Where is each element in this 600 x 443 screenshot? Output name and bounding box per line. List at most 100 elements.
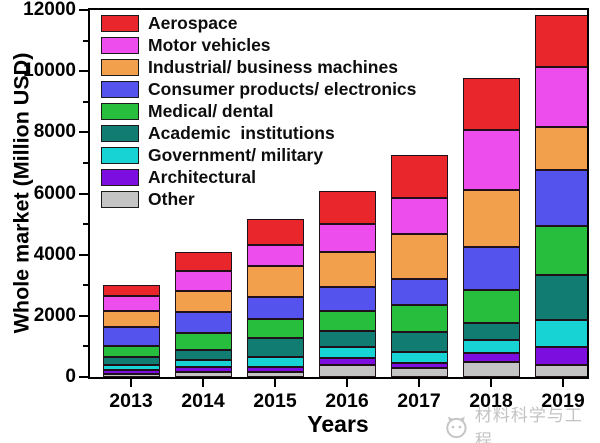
segment-architectural-2018 (462, 352, 520, 362)
segment-academic-institutions-2019 (534, 274, 587, 321)
segment-consumer-products-electronics-2019 (534, 170, 587, 226)
legend-swatch-architectural (101, 168, 139, 186)
segment-government-military-2016 (318, 346, 376, 358)
x-tick-label-2019: 2019 (541, 390, 585, 412)
y-minor-tick-1000 (83, 345, 88, 348)
segment-academic-institutions-2017 (390, 331, 448, 352)
segment-architectural-2016 (318, 357, 376, 365)
segment-aerospace-2014 (174, 252, 232, 272)
segment-other-2018 (462, 361, 520, 377)
legend-label-academic-institutions: Academic institutions (148, 123, 335, 143)
y-major-tick-8000 (79, 131, 88, 134)
y-major-tick-10000 (79, 70, 88, 73)
legend-item-medical-dental: Medical/ dental (101, 100, 416, 122)
bar-2019 (534, 15, 587, 377)
segment-architectural-2019 (534, 347, 587, 366)
segment-consumer-products-electronics-2018 (462, 247, 520, 290)
legend-swatch-government-military (101, 146, 139, 164)
plot-area: Aerospace Motor vehicles Industrial/ busin… (88, 8, 589, 379)
segment-industrial-business-machines-2016 (318, 251, 376, 287)
segment-industrial-business-machines-2014 (174, 291, 232, 313)
segment-other-2017 (390, 368, 448, 377)
legend-swatch-medical-dental (101, 102, 139, 120)
y-minor-tick-9000 (83, 100, 88, 103)
segment-motor-vehicles-2016 (318, 224, 376, 252)
segment-motor-vehicles-2014 (174, 271, 232, 292)
segment-consumer-products-electronics-2014 (174, 312, 232, 334)
segment-medical-dental-2018 (462, 289, 520, 324)
segment-industrial-business-machines-2019 (534, 126, 587, 171)
segment-motor-vehicles-2013 (102, 296, 160, 312)
legend-swatch-aerospace (101, 14, 139, 32)
segment-academic-institutions-2013 (102, 357, 160, 365)
segment-aerospace-2018 (462, 78, 520, 130)
segment-aerospace-2016 (318, 191, 376, 225)
segment-motor-vehicles-2019 (534, 67, 587, 127)
x-tick-label-2015: 2015 (253, 390, 297, 412)
segment-medical-dental-2013 (102, 346, 160, 358)
y-tick-label-12000: 12000 (23, 0, 76, 20)
segment-other-2019 (534, 365, 587, 377)
legend-item-aerospace: Aerospace (101, 12, 416, 34)
x-tick-label-2014: 2014 (181, 390, 225, 412)
legend-item-other: Other (101, 188, 416, 210)
segment-other-2013 (102, 373, 160, 377)
x-tick-label-2013: 2013 (109, 390, 153, 412)
bar-2015 (246, 218, 304, 377)
x-tick-2019 (562, 379, 564, 387)
segment-academic-institutions-2014 (174, 349, 232, 361)
y-minor-tick-11000 (83, 39, 88, 42)
legend-label-aerospace: Aerospace (148, 13, 238, 33)
legend-label-industrial-business-machines: Industrial/ business machines (148, 57, 398, 77)
y-tick-label-0: 0 (65, 366, 76, 387)
segment-government-military-2018 (462, 340, 520, 353)
legend-label-consumer-products-electronics: Consumer products/ electronics (148, 79, 417, 99)
x-tick-2014 (202, 379, 204, 387)
segment-academic-institutions-2016 (318, 330, 376, 347)
legend-item-industrial-business-machines: Industrial/ business machines (101, 56, 416, 78)
segment-aerospace-2017 (390, 155, 448, 198)
segment-industrial-business-machines-2013 (102, 311, 160, 328)
segment-architectural-2015 (246, 367, 304, 372)
x-tick-label-2018: 2018 (469, 390, 513, 412)
segment-consumer-products-electronics-2013 (102, 327, 160, 347)
y-minor-tick-3000 (83, 284, 88, 287)
legend-swatch-other (101, 190, 139, 208)
segment-architectural-2014 (174, 367, 232, 372)
legend-label-government-military: Government/ military (148, 145, 324, 165)
segment-consumer-products-electronics-2015 (246, 296, 304, 319)
segment-motor-vehicles-2015 (246, 245, 304, 266)
y-major-tick-6000 (79, 192, 88, 195)
legend-swatch-industrial-business-machines (101, 58, 139, 76)
watermark-logo-icon (446, 416, 467, 438)
x-axis-title: Years (307, 411, 369, 437)
segment-other-2015 (246, 371, 304, 377)
segment-aerospace-2015 (246, 218, 304, 246)
segment-industrial-business-machines-2018 (462, 189, 520, 248)
segment-motor-vehicles-2018 (462, 129, 520, 190)
legend-item-academic-institutions: Academic institutions (101, 122, 416, 144)
segment-architectural-2017 (390, 363, 448, 369)
y-major-tick-4000 (79, 253, 88, 256)
x-tick-2016 (346, 379, 348, 387)
x-tick-2013 (130, 379, 132, 387)
y-major-tick-2000 (79, 314, 88, 317)
bar-2018 (462, 78, 520, 377)
segment-other-2014 (174, 371, 232, 377)
y-major-tick-12000 (79, 9, 88, 11)
segment-government-military-2019 (534, 320, 587, 348)
legend-label-architectural: Architectural (148, 167, 256, 187)
y-major-tick-0 (79, 376, 88, 378)
x-tick-label-2017: 2017 (397, 390, 441, 412)
watermark: 材料科学与工程 (443, 401, 600, 443)
segment-medical-dental-2016 (318, 310, 376, 331)
segment-aerospace-2019 (534, 15, 587, 68)
bar-2016 (318, 191, 376, 377)
segment-government-military-2013 (102, 364, 160, 370)
segment-consumer-products-electronics-2016 (318, 286, 376, 311)
y-tick-label-6000: 6000 (33, 182, 76, 204)
legend-item-architectural: Architectural (101, 166, 416, 188)
segment-academic-institutions-2018 (462, 323, 520, 341)
segment-medical-dental-2019 (534, 225, 587, 275)
